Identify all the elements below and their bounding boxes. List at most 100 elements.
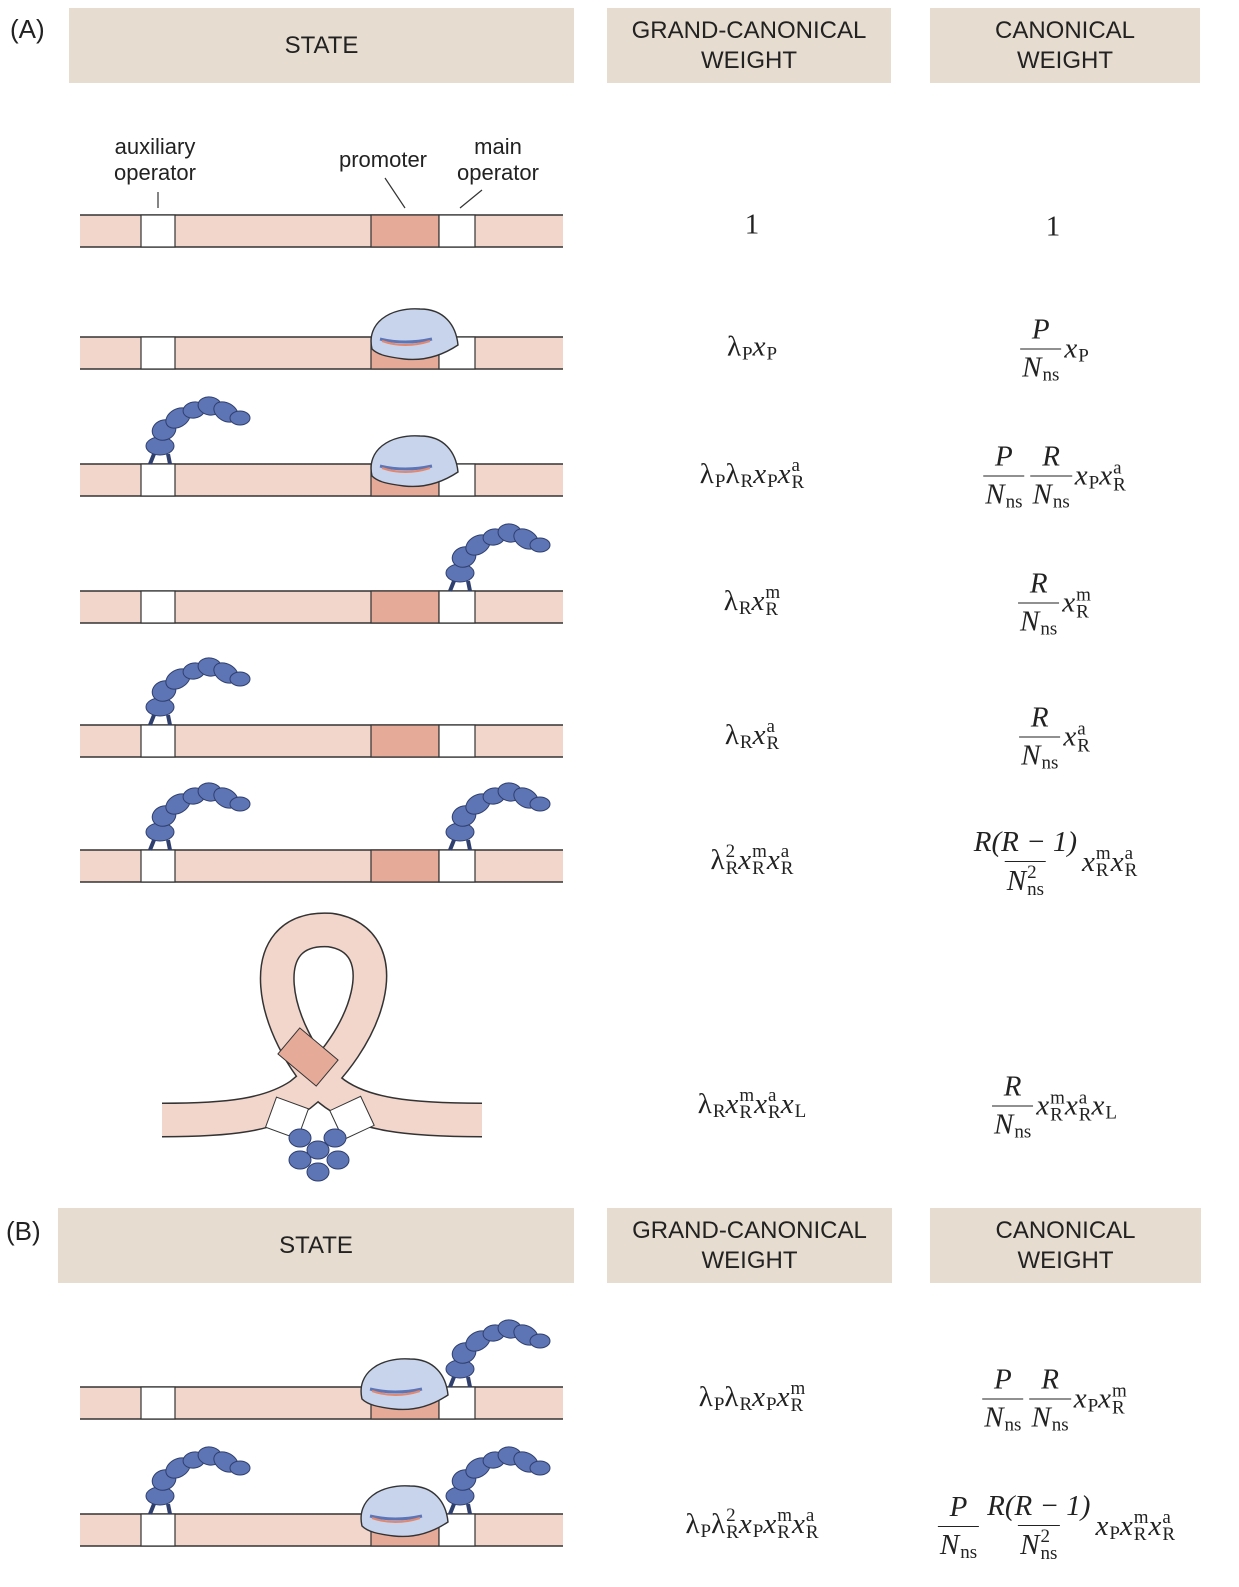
scripts: ns: [1041, 741, 1058, 773]
superscript: a: [805, 1505, 815, 1526]
math-symbol: x: [754, 1087, 768, 1120]
subscript: P: [713, 1393, 725, 1415]
math-symbol: N: [1031, 1401, 1051, 1434]
header-text: CANONICAL WEIGHT: [994, 16, 1136, 74]
math-token: R: [1031, 702, 1049, 735]
math-symbol: x: [1119, 1509, 1133, 1542]
repressor: [445, 1446, 551, 1515]
scripts: ns: [1042, 353, 1059, 385]
subscript: R: [752, 858, 765, 879]
subscript: L: [794, 1100, 807, 1122]
header-text: STATE: [279, 1231, 353, 1259]
repressor: [145, 1446, 251, 1515]
rnap-cleft: [379, 337, 433, 344]
repressor-domain: [306, 1140, 330, 1160]
repressor-link: [148, 839, 172, 851]
subscript: R: [1095, 860, 1109, 881]
promoter: [370, 214, 440, 248]
repressor-link: [148, 714, 172, 726]
superscript: m: [739, 1085, 755, 1106]
auxiliary-operator: [140, 849, 176, 883]
scripts: P: [1088, 1384, 1099, 1416]
math-token: N 2 ns: [1020, 1526, 1057, 1563]
scripts: ns: [1006, 480, 1023, 512]
math-symbol: N: [1020, 605, 1040, 638]
math-token: 1: [745, 209, 760, 242]
numerator: R: [1002, 1071, 1024, 1106]
math-symbol: λ: [725, 457, 740, 490]
repressor: [445, 523, 551, 592]
math-token: N 2 ns: [1007, 863, 1044, 899]
math-symbol: x: [752, 1380, 766, 1413]
subscript: R: [790, 1395, 804, 1416]
subscript: R: [777, 1522, 790, 1543]
rnap-body: [370, 435, 459, 488]
math-token: R: [1041, 1364, 1059, 1397]
math-token: R(R − 1): [987, 1490, 1090, 1523]
math-symbol: x: [1074, 459, 1088, 492]
superscript: a: [768, 1085, 777, 1106]
rnap-body: [370, 308, 459, 361]
numerator: R: [1040, 441, 1062, 476]
scripts: ns: [1053, 480, 1070, 512]
math-symbol: x: [752, 718, 766, 751]
subscript: R: [738, 597, 752, 619]
superscript: a: [1078, 1087, 1088, 1108]
column-header: GRAND-CANONICAL WEIGHT: [607, 8, 891, 83]
rnap-cleft: [369, 1514, 423, 1521]
math-token: 1: [1046, 211, 1061, 244]
header-text: STATE: [284, 31, 359, 59]
math-symbol: x: [777, 457, 791, 490]
superscript: 2: [1040, 1526, 1051, 1547]
subscript: ns: [1014, 1121, 1032, 1143]
subscript: R: [725, 858, 739, 879]
scripts: ns: [1005, 1403, 1022, 1435]
subscript: P: [766, 1393, 777, 1415]
subscript: P: [742, 343, 753, 365]
column-header: CANONICAL WEIGHT: [930, 8, 1200, 83]
subscript: P: [700, 1520, 712, 1542]
math-symbol: x: [725, 1087, 739, 1120]
math-symbol: R: [1030, 701, 1049, 734]
math-token: R: [1030, 568, 1048, 601]
repressor-link: [148, 453, 172, 465]
subscript: P: [1088, 472, 1100, 494]
repressor-domain: [288, 1128, 312, 1148]
repressor: [145, 782, 251, 851]
math-symbol: λ: [724, 718, 739, 751]
scripts: ns: [1040, 607, 1057, 639]
scripts: L: [1105, 1091, 1117, 1124]
math-symbol: λ: [726, 330, 742, 363]
scripts: P: [713, 1382, 725, 1415]
auxiliary-operator: [264, 1096, 310, 1140]
subscript: L: [1105, 1102, 1117, 1124]
math-symbol: N: [1021, 739, 1041, 772]
subscript: R: [726, 1522, 739, 1543]
